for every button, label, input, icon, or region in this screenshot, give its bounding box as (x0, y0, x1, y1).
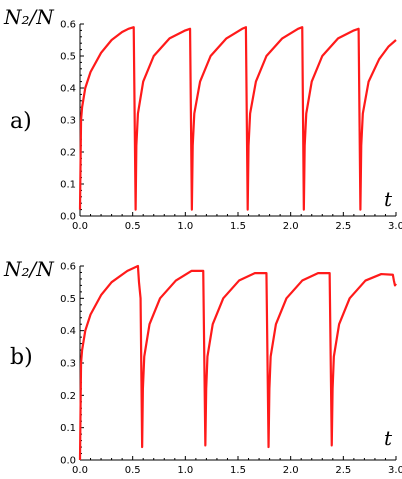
y-tick-label-a: 0.3 (60, 116, 76, 127)
x-tick-label-a: 2.5 (335, 221, 351, 232)
series-b (78, 264, 397, 461)
panel-a: N₂/N a) t 0.0 0.5 1.0 1.5 2.0 2.5 3.0 0.0 0.1 0.2… (3, 5, 402, 232)
y-tick-label-a: 0.5 (60, 52, 76, 63)
x-tick-label-b: 2.0 (283, 465, 299, 476)
x-tick-label-b: 0.0 (72, 465, 88, 476)
y-tick-label-a: 0.6 (60, 20, 76, 31)
x-tick-label-b: 3.0 (388, 465, 402, 476)
x-tick-label-a: 0.5 (125, 221, 141, 232)
x-tick-label-a: 1.0 (177, 221, 193, 232)
y-tick-label-a: 0.2 (60, 148, 76, 159)
y-tick-label-b: 0.3 (60, 359, 76, 370)
x-axis-title-b: t (384, 426, 393, 450)
y-tick-label-b: 0.1 (60, 423, 76, 434)
panel-label-a: a) (10, 109, 32, 134)
x-tick-label-b: 1.0 (177, 465, 193, 476)
y-axis-title-b: N₂/N (3, 257, 55, 281)
ticks-a: 0.0 0.5 1.0 1.5 2.0 2.5 3.0 0.0 0.1 0.2 0.3 0.4 0.5 0… (60, 20, 402, 233)
y-tick-label-a: 0.4 (60, 84, 76, 95)
y-tick-label-b: 0.4 (60, 326, 76, 337)
x-tick-label-b: 1.5 (230, 465, 246, 476)
y-axis-title-a: N₂/N (3, 5, 55, 29)
x-tick-label-a: 1.5 (230, 221, 246, 232)
x-tick-label-a: 2.0 (283, 221, 299, 232)
y-tick-label-a: 0.1 (60, 180, 76, 191)
panel-label-b: b) (10, 345, 33, 370)
y-tick-label-b: 0.0 (60, 456, 76, 467)
x-tick-label-a: 0.0 (72, 221, 88, 232)
x-axis-title-a: t (384, 187, 393, 211)
y-tick-label-b: 0.5 (60, 294, 76, 305)
x-tick-label-b: 2.5 (335, 465, 351, 476)
x-tick-label-a: 3.0 (388, 221, 402, 232)
x-tick-label-b: 0.5 (125, 465, 141, 476)
y-tick-label-a: 0.0 (60, 212, 76, 223)
ticks-b: 0.0 0.5 1.0 1.5 2.0 2.5 3.0 0.0 0.1 0.2 0.3 0.4 0.5 0… (60, 262, 402, 477)
series-a (78, 26, 397, 211)
panel-b: N₂/N b) t 0.0 0.5 1.0 1.5 2.0 2.5 3.0 0.0 0.1 0.2… (3, 257, 402, 476)
y-tick-label-b: 0.6 (60, 262, 76, 273)
y-tick-label-b: 0.2 (60, 391, 76, 402)
series-line-a (78, 26, 397, 211)
series-line-b (78, 264, 397, 461)
